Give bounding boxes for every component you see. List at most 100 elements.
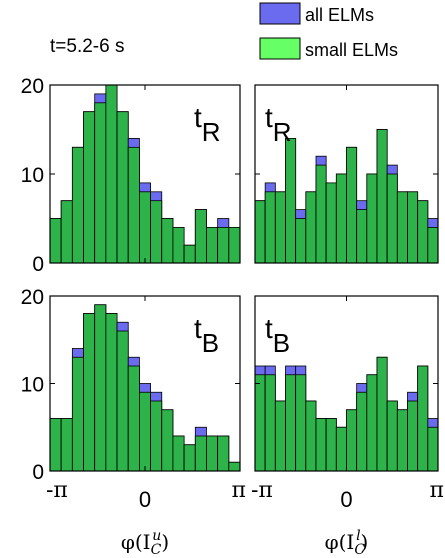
bar-small-bottom-left-10	[161, 409, 174, 472]
bar-small-bottom-right-10	[356, 391, 368, 472]
legend-label-small: small ELMs	[305, 40, 398, 60]
xtick-label-bottom-left-2: π	[232, 478, 246, 503]
panel-top-left: 0 10 20 tR	[21, 75, 241, 276]
bar-small-top-right-9	[346, 146, 358, 264]
bar-small-top-right-4	[295, 218, 307, 264]
bar-small-bottom-left-11	[172, 435, 185, 472]
bar-small-bottom-left-2	[71, 356, 84, 472]
bar-small-bottom-right-9	[346, 409, 358, 472]
bar-small-top-right-12	[376, 129, 388, 264]
bar-small-top-right-3	[285, 137, 297, 264]
bar-small-top-right-2	[274, 191, 286, 264]
bar-small-bottom-left-5	[105, 313, 118, 472]
bar-small-bottom-right-6	[315, 418, 327, 472]
bar-small-top-left-10	[161, 218, 174, 264]
bar-small-top-left-1	[60, 200, 73, 264]
bar-small-top-left-15	[217, 226, 230, 264]
time-label: t=5.2-6 s	[50, 36, 124, 57]
panel-bottom-right: -π 0 π φ(ICl) tB	[251, 295, 444, 558]
bar-small-bottom-left-0	[49, 418, 62, 472]
bar-small-top-right-0	[254, 200, 266, 264]
bar-small-top-left-12	[183, 244, 196, 264]
bar-small-top-left-13	[194, 209, 207, 264]
xtick-label-bottom-right-2: π	[430, 478, 444, 503]
bar-small-bottom-right-4	[295, 374, 307, 472]
bar-small-bottom-right-3	[285, 374, 297, 472]
bar-small-top-right-5	[305, 191, 317, 264]
bar-small-bottom-left-4	[94, 304, 107, 472]
corner-label-bottom-right: tB	[265, 313, 290, 358]
bar-small-bottom-right-12	[376, 356, 388, 472]
panel-top-right: tR	[254, 84, 439, 264]
bar-small-top-right-15	[407, 191, 419, 264]
bar-small-top-left-16	[228, 226, 241, 264]
legend-swatch-small	[259, 37, 301, 60]
xlabel-bottom-right: φ(ICl)	[325, 528, 369, 558]
bar-small-bottom-left-12	[183, 444, 196, 472]
corner-label-top-left: tR	[194, 102, 221, 147]
legend: all ELMs small ELMs	[259, 2, 398, 60]
bar-small-bottom-right-7	[325, 418, 337, 472]
bar-small-top-right-16	[417, 200, 429, 264]
xtick-label-bottom-right-1: 0	[340, 487, 352, 512]
bar-small-bottom-left-6	[116, 330, 129, 472]
bar-small-top-left-3	[83, 111, 96, 264]
bar-small-top-left-9	[150, 200, 163, 264]
bar-small-bottom-right-5	[305, 400, 317, 472]
bar-small-top-right-8	[335, 173, 347, 264]
bar-small-top-left-5	[105, 84, 118, 264]
bar-small-bottom-right-0	[254, 374, 266, 472]
bar-small-top-right-10	[356, 209, 368, 264]
bar-small-top-right-17	[427, 226, 439, 264]
xtick-label-bottom-left-0: -π	[46, 478, 68, 503]
legend-swatch-all	[259, 2, 301, 25]
bar-small-top-right-1	[264, 191, 276, 264]
bar-small-bottom-right-1	[264, 374, 276, 472]
bar-small-top-left-7	[127, 146, 140, 264]
bar-small-bottom-left-14	[206, 435, 219, 472]
bar-small-bottom-left-8	[139, 391, 151, 472]
bar-small-bottom-right-11	[366, 374, 378, 472]
corner-label-bottom-left: tB	[194, 313, 219, 358]
bar-small-bottom-left-9	[150, 400, 163, 472]
bar-small-top-right-13	[386, 173, 398, 264]
bar-small-bottom-left-1	[60, 418, 73, 472]
xtick-label-bottom-right-0: -π	[251, 478, 273, 503]
bar-small-top-right-14	[396, 191, 408, 264]
ytick-label-top-left-1: 10	[21, 164, 44, 187]
ytick-label-bottom-left-2: 20	[21, 286, 44, 309]
bar-small-bottom-right-15	[407, 400, 419, 472]
bar-small-top-left-4	[94, 102, 107, 264]
bar-small-bottom-right-8	[335, 426, 347, 472]
bar-small-top-left-0	[49, 218, 62, 264]
bar-small-bottom-left-13	[194, 435, 207, 472]
bar-small-top-left-8	[139, 191, 151, 264]
bar-small-bottom-left-7	[127, 365, 140, 472]
ytick-label-top-left-2: 20	[21, 75, 44, 98]
legend-label-all: all ELMs	[305, 5, 374, 25]
bar-small-bottom-right-2	[274, 400, 286, 472]
bar-small-top-left-14	[206, 226, 219, 264]
bar-small-bottom-right-16	[417, 365, 429, 472]
bar-small-bottom-right-17	[427, 426, 439, 472]
bar-small-bottom-right-14	[396, 409, 408, 472]
xlabel-bottom-left: φ(ICu)	[121, 528, 169, 558]
bar-small-bottom-left-3	[83, 313, 96, 472]
bar-small-top-left-2	[71, 146, 84, 264]
bar-small-top-left-6	[116, 111, 129, 264]
corner-label-top-right: tR	[265, 102, 292, 147]
ytick-label-bottom-left-1: 10	[21, 374, 44, 397]
ytick-label-top-left-0: 0	[32, 253, 44, 276]
bar-small-top-right-11	[366, 173, 378, 264]
bar-small-bottom-left-15	[217, 435, 230, 472]
bar-small-top-right-7	[325, 182, 337, 264]
bar-small-bottom-right-13	[386, 400, 398, 472]
bar-small-top-left-11	[172, 226, 185, 264]
bar-small-bottom-left-16	[228, 461, 241, 472]
xtick-label-bottom-left-1: 0	[139, 487, 151, 512]
bar-small-top-right-6	[315, 164, 327, 264]
ytick-label-bottom-left-0: 0	[32, 461, 44, 484]
